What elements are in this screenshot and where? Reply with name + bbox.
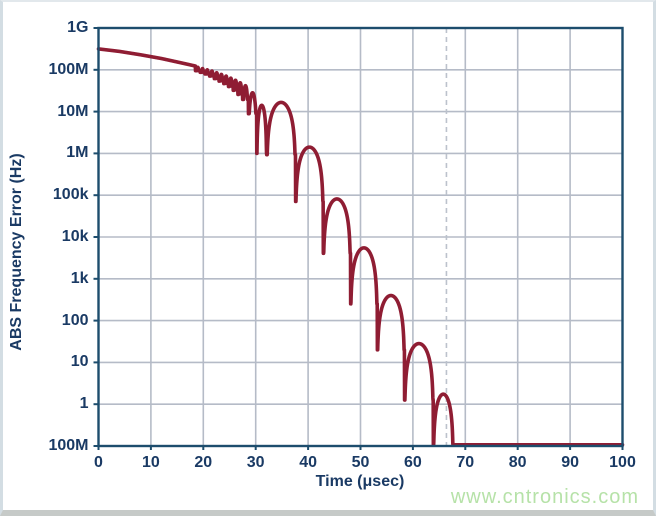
y-tick-label: 1M <box>66 144 89 162</box>
y-tick-label: 100M <box>48 437 89 454</box>
x-tick-label: 30 <box>246 454 265 471</box>
x-tick-label: 70 <box>456 454 475 471</box>
x-tick-label: 10 <box>141 454 160 471</box>
x-tick-label: 90 <box>561 454 579 471</box>
y-tick-label: 1k <box>70 269 89 287</box>
frequency-error-plot <box>93 26 625 450</box>
x-axis-title: Time (μsec) <box>315 473 405 490</box>
y-tick-label: 100M <box>48 60 89 78</box>
x-tick-label: 20 <box>194 454 213 471</box>
x-tick-label: 0 <box>94 454 103 471</box>
y-tick-label: 10k <box>61 228 89 245</box>
frequency-error-curve <box>96 47 625 447</box>
y-tick-label: 10M <box>57 102 89 120</box>
y-tick-label: 100 <box>61 311 89 329</box>
y-axis-title: ABS Frequency Error (Hz) <box>8 153 25 351</box>
x-tick-label: 50 <box>351 454 370 471</box>
y-tick-label: 100k <box>52 186 89 204</box>
watermark-text: www.cntronics.com <box>450 486 639 508</box>
y-tick-label: 1 <box>79 395 89 413</box>
y-tick-label: 1G <box>67 19 89 36</box>
x-tick-label: 100 <box>609 454 636 471</box>
x-tick-label: 80 <box>508 454 527 471</box>
y-tick-label: 10 <box>70 353 89 371</box>
x-tick-label: 60 <box>403 454 422 471</box>
x-tick-label: 40 <box>299 454 317 471</box>
